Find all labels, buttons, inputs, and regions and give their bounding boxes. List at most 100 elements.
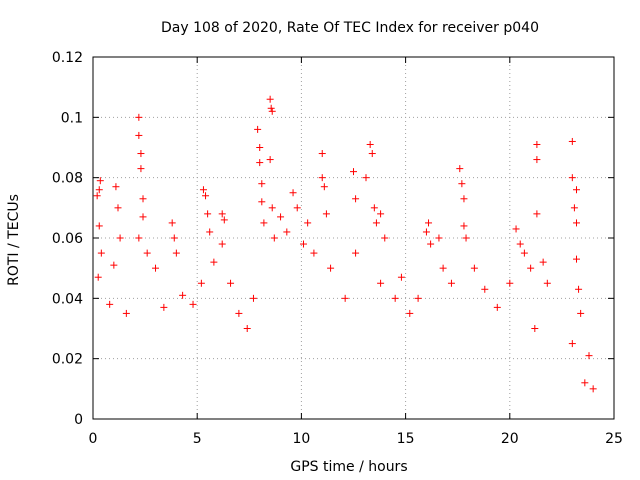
data-point [254,125,262,133]
data-point [110,261,118,269]
data-point [268,107,276,115]
data-point [439,264,447,272]
data-point [197,279,205,287]
data-point [218,210,226,218]
data-point [112,183,120,191]
data-point [568,340,576,348]
data-point [168,219,176,227]
data-point [235,309,243,317]
data-point [304,219,312,227]
data-point [137,150,145,158]
y-axis-label: ROTI / TECUs [6,194,22,286]
data-point [258,180,266,188]
data-point [266,156,274,164]
data-point [539,258,547,266]
data-point [293,204,301,212]
data-point [189,300,197,308]
data-point [114,204,122,212]
data-point [318,150,326,158]
y-tick-label: 0 [74,412,83,428]
data-point [516,240,524,248]
axis-ticks: 0 5 10 15 20 25 0 0.02 0.04 0.06 0.08 0.1 0.12 [52,50,623,447]
data-point [135,113,143,121]
data-point [210,258,218,266]
data-point [481,285,489,293]
data-point [366,140,374,148]
data-point [220,216,228,224]
data-point [577,309,585,317]
y-tick-label: 0.08 [52,171,83,187]
data-point [270,234,278,242]
data-point [322,210,330,218]
y-tick-label: 0.04 [52,291,83,307]
data-point [462,234,470,242]
data-point [160,303,168,311]
y-tick-label: 0.02 [52,352,83,368]
data-point [397,273,405,281]
data-point [460,195,468,203]
data-point [206,228,214,236]
data-point [533,210,541,218]
data-point [520,249,528,257]
data-point [266,95,274,103]
data-point [106,300,114,308]
data-point [570,204,578,212]
data-point [572,255,580,263]
data-point [533,140,541,148]
data-point [95,186,103,194]
data-point [268,204,276,212]
data-point [425,219,433,227]
x-axis-label: GPS time / hours [290,459,407,475]
data-point [435,234,443,242]
grid-lines [93,57,614,419]
data-point [170,234,178,242]
data-point [310,249,318,257]
data-point [506,279,514,287]
x-tick-label: 15 [397,431,415,447]
data-point [227,279,235,287]
data-point [218,240,226,248]
data-point [172,249,180,257]
data-point [256,144,264,151]
data-point [137,165,145,173]
x-tick-label: 10 [292,431,310,447]
data-point [460,222,468,230]
data-point [422,228,430,236]
data-point [377,279,385,287]
data-point [93,192,101,200]
data-point [381,234,389,242]
x-tick-label: 20 [501,431,519,447]
data-point [470,264,478,272]
data-point [204,210,212,218]
data-point [152,264,160,272]
data-point [572,219,580,227]
data-point [352,195,360,203]
data-point [202,192,210,200]
data-point [135,131,143,139]
data-point [527,264,535,272]
data-point [493,303,501,311]
data-point [299,240,307,248]
data-point [283,228,291,236]
data-point [575,285,583,293]
data-point [350,168,357,176]
data-point [256,159,264,167]
data-point [318,174,326,182]
data-point [568,137,576,145]
data-point [533,156,541,164]
data-point [277,213,285,221]
data-point [572,186,580,194]
data-point [327,264,335,272]
data-points [93,95,597,393]
data-point [458,180,466,188]
data-point [122,309,130,317]
data-point [289,189,297,197]
data-point [139,195,147,203]
x-tick-label: 25 [605,431,623,447]
data-point [543,279,551,287]
data-point [585,352,593,360]
data-point [139,213,147,221]
data-point [368,150,376,158]
